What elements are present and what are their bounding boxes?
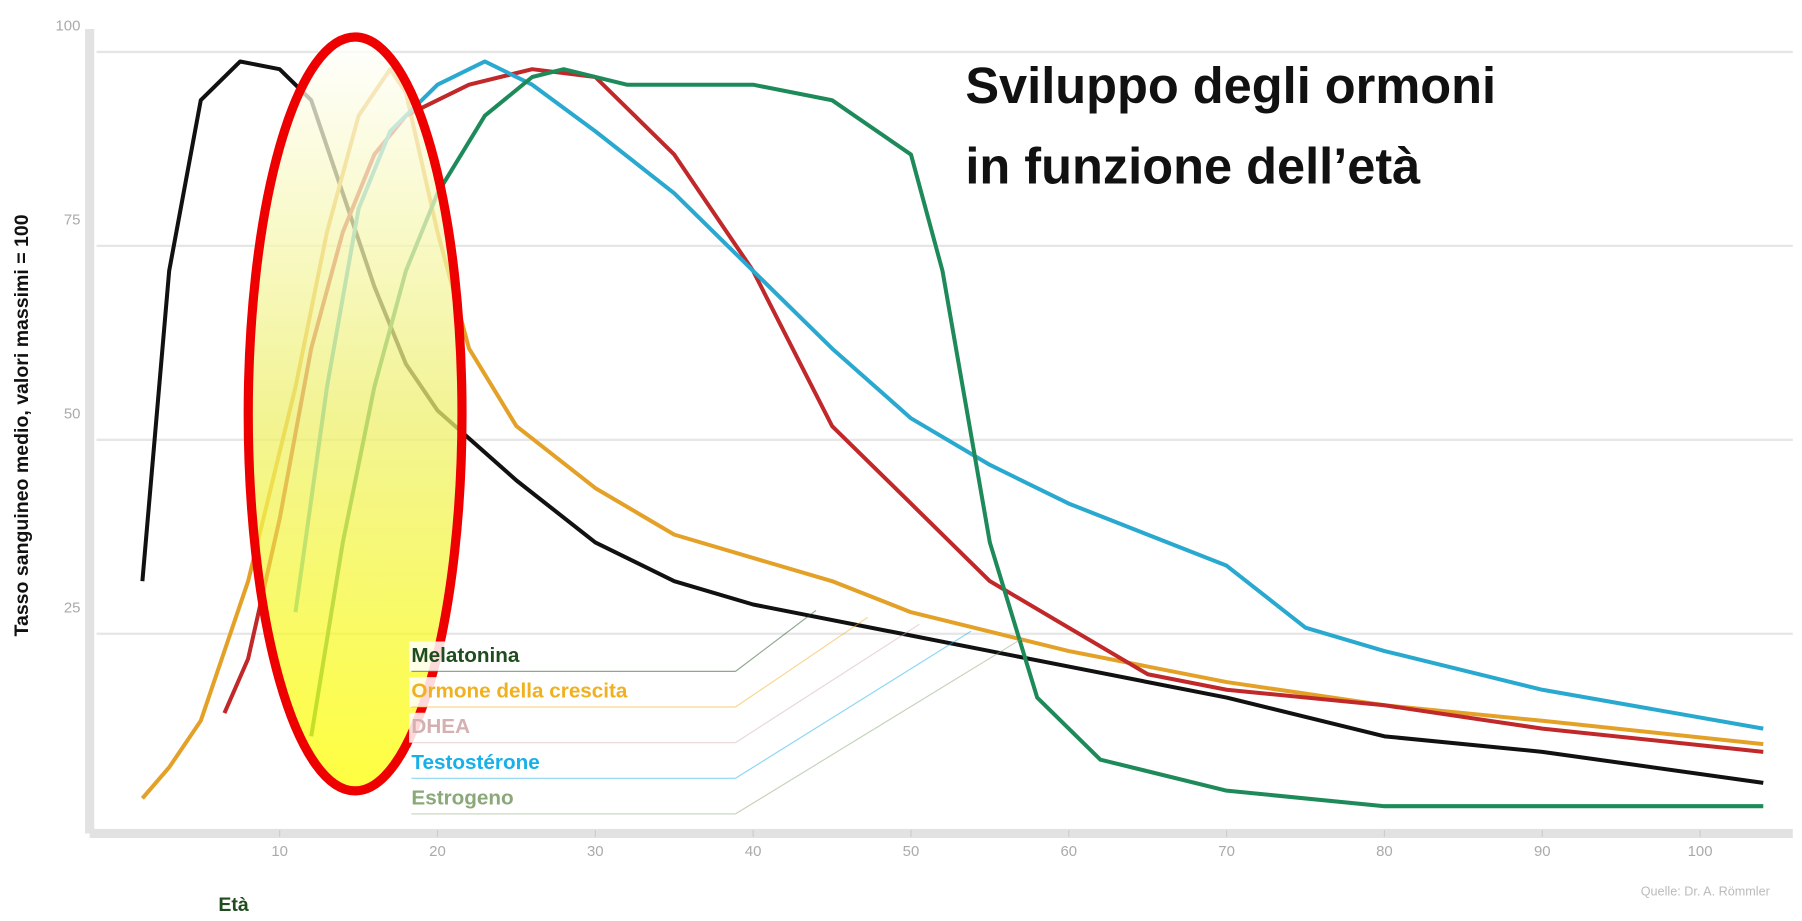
legend-leader (735, 630, 972, 779)
legend-label: DHEA (411, 715, 470, 738)
legend-label: Melatonina (411, 644, 519, 667)
legend-leader (735, 616, 868, 708)
x-tick-label: 100 (1688, 843, 1713, 860)
legend-bg (409, 712, 734, 743)
x-axis-label: Età (218, 894, 249, 916)
x-tick-label: 80 (1376, 843, 1393, 860)
y-tick-label: 100 (56, 18, 81, 35)
legend-label: Estrogeno (411, 786, 513, 809)
legend-bg (409, 641, 734, 672)
y-tick-label: 75 (64, 212, 81, 229)
x-tick-label: 60 (1060, 843, 1077, 860)
chart-title: in funzione dell’età (965, 138, 1421, 195)
legend-bg (409, 677, 734, 708)
highlight-ellipse (243, 32, 467, 796)
y-tick-label: 25 (64, 599, 81, 616)
x-tick-label: 70 (1218, 843, 1235, 860)
x-tick-label: 10 (271, 843, 288, 860)
legend-bg (409, 784, 734, 814)
legend-label: Testostérone (411, 751, 539, 774)
y-tick-label: 50 (64, 405, 81, 422)
y-axis-label: Tasso sanguineo medio, valori massimi = … (11, 214, 33, 636)
legend-leader (735, 610, 817, 672)
series-line (140, 59, 1764, 785)
legend-bg (409, 748, 734, 779)
x-tick-label: 20 (429, 843, 446, 860)
legend-leader (735, 623, 920, 744)
x-tick-label: 30 (587, 843, 604, 860)
legend-label: Ormone della crescita (411, 680, 628, 703)
chart-title: Sviluppo degli ormoni (965, 57, 1496, 114)
source: Quelle: Dr. A. Römmler (1641, 884, 1770, 898)
legend-leader (735, 637, 1024, 815)
x-tick-label: 40 (745, 843, 762, 860)
x-tick-label: 90 (1534, 843, 1551, 860)
x-tick-label: 50 (903, 843, 920, 860)
